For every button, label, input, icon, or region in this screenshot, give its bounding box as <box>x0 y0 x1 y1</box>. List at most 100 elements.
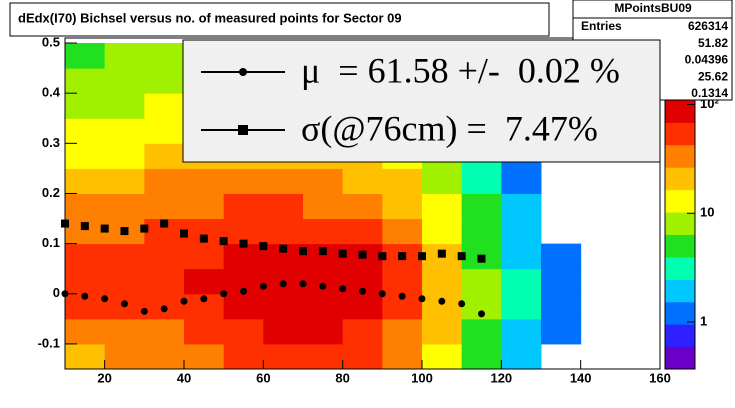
heat-cell <box>541 268 582 295</box>
overlay-point <box>378 290 386 298</box>
heat-cell <box>541 318 582 345</box>
heat-cell <box>184 268 225 295</box>
legend-box <box>182 39 661 163</box>
heat-cell <box>104 93 145 119</box>
heat-cell <box>223 193 264 220</box>
overlay-point <box>398 292 406 300</box>
overlay-point <box>259 242 268 251</box>
overlay-point <box>299 247 307 256</box>
y-tick-label: 0.3 <box>42 135 60 150</box>
heat-cell <box>223 318 264 345</box>
overlay-point <box>160 219 169 228</box>
heat-cell <box>65 43 106 69</box>
palette-step <box>665 256 695 280</box>
heat-cell <box>65 118 106 144</box>
heat-cell <box>342 293 383 320</box>
heat-cell <box>144 68 185 94</box>
stats-value: 626314 <box>688 19 728 33</box>
heat-cell <box>501 243 542 270</box>
palette-step <box>665 100 695 123</box>
palette-step <box>665 301 695 325</box>
overlay-point <box>457 252 466 261</box>
heat-cell <box>144 268 185 295</box>
overlay-point <box>239 239 248 248</box>
x-tick-label: 40 <box>177 370 191 385</box>
overlay-point <box>477 254 486 263</box>
heat-cell <box>184 318 225 345</box>
heat-cell <box>382 318 423 345</box>
heat-cell <box>104 68 145 94</box>
stats-title: MPointsBU09 <box>614 1 692 15</box>
overlay-point <box>180 229 188 238</box>
heat-cell <box>382 268 423 295</box>
overlay-point <box>80 222 89 231</box>
palette-step <box>665 346 695 370</box>
x-tick-label: 160 <box>649 370 671 385</box>
heat-cell <box>303 268 344 295</box>
palette-step <box>665 122 695 146</box>
y-tick-label: 0.2 <box>42 185 60 200</box>
x-tick-label: 100 <box>411 370 433 385</box>
overlay-point <box>338 249 347 258</box>
x-tick-label: 120 <box>490 370 512 385</box>
heat-cell <box>303 343 344 370</box>
overlay-point <box>160 305 168 313</box>
heat-cell <box>461 318 502 345</box>
overlay-point <box>121 300 128 308</box>
heat-cell <box>461 343 502 370</box>
overlay-point <box>100 224 109 233</box>
heat-cell <box>263 318 304 345</box>
overlay-point <box>437 249 446 258</box>
overlay-point <box>81 292 89 300</box>
heat-cell <box>65 318 106 345</box>
palette-step <box>665 324 695 348</box>
overlay-point <box>339 285 347 293</box>
x-tick-label: 60 <box>256 370 270 385</box>
overlay-point <box>180 297 188 305</box>
palette-step <box>665 279 695 303</box>
heat-cell <box>501 168 542 194</box>
heat-cell <box>501 268 542 295</box>
overlay-point <box>140 307 148 315</box>
heat-cell <box>461 268 502 295</box>
heat-cell <box>223 168 264 194</box>
heat-cell <box>104 193 145 220</box>
heat-cell <box>144 168 185 194</box>
heat-cell <box>144 143 185 169</box>
overlay-point <box>358 250 367 259</box>
heat-cell <box>263 218 304 245</box>
x-tick-label: 20 <box>97 370 111 385</box>
heat-cell <box>104 143 145 169</box>
overlay-point <box>200 295 208 303</box>
heat-cell <box>263 193 304 220</box>
heat-cell <box>461 193 502 220</box>
heat-cell <box>144 193 185 220</box>
heat-cell <box>541 293 582 320</box>
y-tick-label: 0.5 <box>42 34 60 49</box>
heat-cell <box>501 318 542 345</box>
heat-cell <box>223 293 264 320</box>
heat-cell <box>65 343 106 370</box>
heat-cell <box>303 318 344 345</box>
heat-cell <box>65 68 106 94</box>
x-tick-label: 80 <box>335 370 349 385</box>
heat-cell <box>303 168 344 194</box>
heat-cell <box>303 293 344 320</box>
overlay-point <box>259 282 267 290</box>
palette-step <box>665 212 695 235</box>
heat-cell <box>342 218 383 245</box>
overlay-point <box>101 295 109 303</box>
heat-cell <box>382 193 423 220</box>
y-tick-label: -0.1 <box>38 335 60 350</box>
title-box <box>9 2 550 37</box>
heat-cell <box>144 43 185 69</box>
overlay-point <box>398 252 407 261</box>
overlay-point <box>240 287 247 295</box>
heat-cell <box>382 168 423 194</box>
heat-cell <box>422 343 463 370</box>
overlay-point <box>418 252 426 261</box>
heat-cell <box>263 343 304 370</box>
plot-frame <box>64 37 661 370</box>
heat-cell <box>422 268 463 295</box>
